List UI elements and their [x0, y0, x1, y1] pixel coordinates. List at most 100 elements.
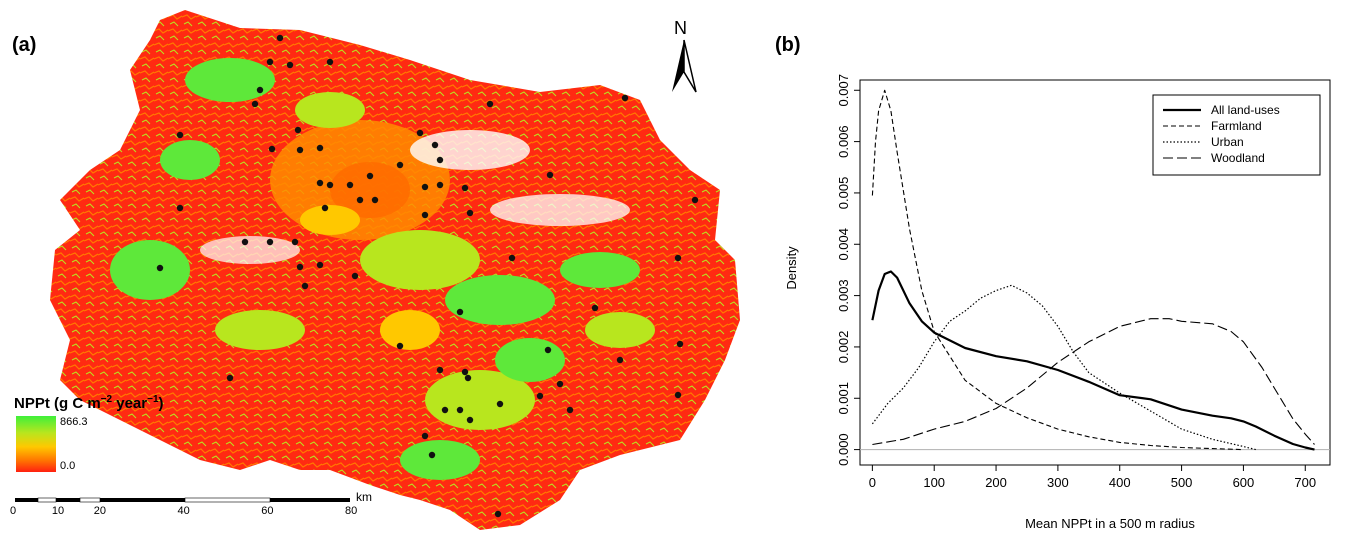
- x-tick-label: 600: [1233, 475, 1255, 490]
- sample-site-dot: [356, 196, 364, 204]
- legend-entry-label: Urban: [1211, 135, 1244, 149]
- sample-site-dot: [176, 204, 184, 212]
- sample-site-dot: [346, 181, 354, 189]
- sample-site-dot: [176, 131, 184, 139]
- sample-site-dot: [291, 238, 299, 246]
- sample-site-dot: [268, 145, 276, 153]
- density-chart: 0 100 200 300 400 500 600 700 0.000 0.001 0.002 0.0…: [784, 74, 1331, 531]
- sample-site-dot: [456, 308, 464, 316]
- sample-site-dot: [251, 100, 259, 108]
- sample-site-dot: [591, 304, 599, 312]
- scale-tick-label: 40: [177, 505, 190, 517]
- legend-max-label: 866.3: [60, 416, 88, 428]
- scale-tick-label: 10: [51, 505, 65, 517]
- sample-site-dot: [421, 211, 429, 219]
- y-axis-title: Density: [784, 246, 799, 290]
- sample-site-dot: [436, 181, 444, 189]
- sample-site-dot: [621, 94, 629, 102]
- sample-site-dot: [366, 172, 374, 180]
- sample-site-dot: [676, 340, 684, 348]
- sample-site-dot: [276, 34, 284, 42]
- chart-axes: 0 100 200 300 400 500 600 700 0.000 0.001 0.002 0.0…: [836, 74, 1331, 490]
- y-tick-label: 0.001: [836, 382, 851, 415]
- sample-site-dot: [241, 238, 249, 246]
- scale-bar: [15, 497, 350, 503]
- sample-sites: [156, 34, 699, 518]
- sample-site-dot: [494, 510, 502, 518]
- sample-site-dot: [316, 144, 324, 152]
- legend-title: NPPt (g C m−2 year−1): [14, 394, 164, 412]
- y-tick-label: 0.005: [836, 177, 851, 210]
- sample-site-dot: [431, 141, 439, 149]
- series-line-urban: [871, 284, 1256, 451]
- sample-site-dot: [691, 196, 699, 204]
- color-scale-bar: [16, 416, 56, 472]
- plot-frame: [859, 79, 1331, 466]
- y-tick-label: 0.003: [836, 279, 851, 312]
- sample-site-dot: [226, 374, 234, 382]
- sample-site-dot: [286, 61, 294, 69]
- sample-site-dot: [294, 126, 302, 134]
- sample-site-dot: [266, 238, 274, 246]
- sample-site-dot: [616, 356, 624, 364]
- sample-site-dot: [326, 58, 334, 66]
- legend-entry-label: Farmland: [1211, 119, 1262, 133]
- series-line-farmland: [871, 89, 1244, 451]
- sample-site-dot: [466, 209, 474, 217]
- panel-a-label: (a): [12, 34, 37, 56]
- sample-site-dot: [466, 416, 474, 424]
- sample-site-dot: [428, 451, 436, 459]
- sample-site-dot: [674, 391, 682, 399]
- sample-site-dot: [556, 380, 564, 388]
- y-tick-label: 0.006: [836, 125, 851, 158]
- sample-site-dot: [566, 406, 574, 414]
- north-arrow-icon: [672, 39, 697, 93]
- vegetation-patches: [110, 58, 655, 480]
- sample-site-dot: [301, 282, 309, 290]
- x-tick-label: 500: [1171, 475, 1193, 490]
- sample-site-dot: [296, 146, 304, 154]
- y-tick-label: 0.000: [836, 433, 851, 466]
- sample-site-dot: [371, 196, 379, 204]
- scale-tick-label: 20: [93, 505, 106, 517]
- north-label: N: [674, 18, 687, 38]
- x-tick-label: 200: [985, 475, 1007, 490]
- sample-site-dot: [436, 156, 444, 164]
- legend-entry-label: All land-uses: [1211, 103, 1280, 117]
- sample-site-dot: [316, 261, 324, 269]
- legend-entry-label: Woodland: [1211, 151, 1265, 165]
- scale-tick-label: 60: [261, 505, 274, 517]
- sample-site-dot: [544, 346, 552, 354]
- scale-unit-label: km: [356, 490, 372, 504]
- sample-site-dot: [256, 86, 264, 94]
- y-tick-label: 0.007: [836, 74, 851, 107]
- sample-site-dot: [326, 181, 334, 189]
- sample-site-dot: [496, 400, 504, 408]
- sample-site-dot: [316, 179, 324, 187]
- sample-site-dot: [456, 406, 464, 414]
- panel-b-label: (b): [775, 34, 801, 56]
- x-axis-title: Mean NPPt in a 500 m radius: [1025, 516, 1195, 531]
- sample-site-dot: [296, 263, 304, 271]
- x-tick-label: 100: [923, 475, 945, 490]
- sample-site-dot: [464, 374, 472, 382]
- series-line-all-land-uses: [871, 270, 1315, 451]
- sample-site-dot: [156, 264, 164, 272]
- sample-site-dot: [436, 366, 444, 374]
- sample-site-dot: [441, 406, 449, 414]
- x-tick-label: 700: [1294, 475, 1316, 490]
- sample-site-dot: [396, 161, 404, 169]
- x-tick-label: 300: [1047, 475, 1069, 490]
- sample-site-dot: [321, 204, 329, 212]
- sample-site-dot: [461, 184, 469, 192]
- sample-site-dot: [421, 183, 429, 191]
- sample-site-dot: [266, 58, 274, 66]
- chart-legend: All land-uses Farmland Urban Woodland: [1152, 94, 1321, 176]
- y-tick-label: 0.002: [836, 331, 851, 364]
- npp-map: [15, 10, 740, 530]
- sample-site-dot: [674, 254, 682, 262]
- scale-tick-label: 80: [345, 505, 358, 517]
- sample-site-dot: [508, 254, 516, 262]
- x-tick-label: 400: [1109, 475, 1131, 490]
- legend-box: [1152, 94, 1321, 176]
